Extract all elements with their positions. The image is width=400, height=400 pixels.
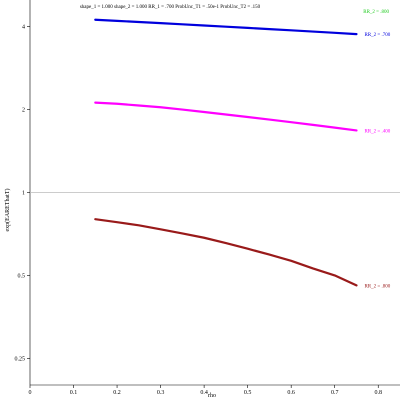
x-tick-label: 0.7 xyxy=(331,390,339,396)
x-tick-label: 0.8 xyxy=(374,390,382,396)
series-line xyxy=(94,18,358,36)
x-tick-label: 0.6 xyxy=(287,390,295,396)
series-label: RR_2 = .800 xyxy=(364,284,390,289)
series-line xyxy=(94,101,358,132)
y-tick-label: 4 xyxy=(22,25,25,31)
x-axis-ticks: 0 0.1 0.2 0.3 0.4 0.5 0.6 0.7 0.8 xyxy=(29,385,382,396)
x-tick-label: 0.5 xyxy=(244,390,252,396)
x-tick-label: 0.4 xyxy=(200,390,208,396)
series-label: RR_2 = .700 xyxy=(364,33,390,38)
y-tick-label: 2 xyxy=(22,108,25,114)
chart-title: shape_1 = 1.000 shape_2 = 1.000 RR_1 = .… xyxy=(80,5,261,10)
x-tick-label: 0 xyxy=(29,390,32,396)
y-tick-label: 0.25 xyxy=(15,356,26,362)
x-tick-label: 0.1 xyxy=(70,390,78,396)
series-layer: RR_2 = .700 RR_2 = .400 RR_2 = .800 xyxy=(94,18,391,289)
x-tick-label: 0.2 xyxy=(113,390,121,396)
extra-legend-label: RR_2 = .800 xyxy=(363,10,389,15)
y-tick-label: 1 xyxy=(22,191,25,197)
x-tick-label: 0.3 xyxy=(157,390,165,396)
y-axis-label: exp(EAREThatT) xyxy=(4,189,11,232)
series-label: RR_2 = .400 xyxy=(364,129,390,134)
y-axis-ticks: 0.25 0.5 1 2 4 xyxy=(15,25,30,362)
x-axis-label: rho xyxy=(208,393,216,399)
y-tick-label: 0.5 xyxy=(18,273,26,279)
series-line xyxy=(94,218,358,287)
